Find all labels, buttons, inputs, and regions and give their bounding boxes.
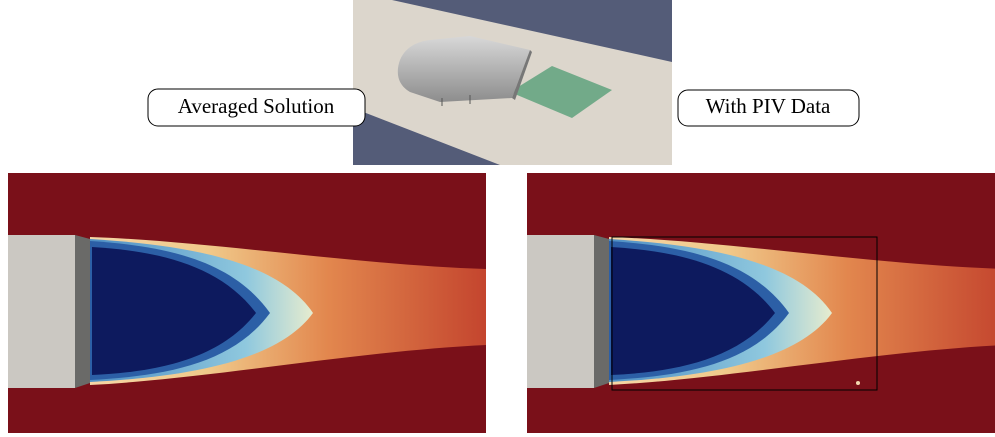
label-left: Averaged Solution (147, 88, 366, 127)
averaged-field (8, 173, 486, 433)
label-text: Averaged Solution (178, 94, 335, 118)
label-text: With PIV Data (706, 94, 831, 118)
car-render (353, 0, 672, 165)
piv-field (527, 173, 995, 433)
label-right: With PIV Data (677, 89, 860, 127)
